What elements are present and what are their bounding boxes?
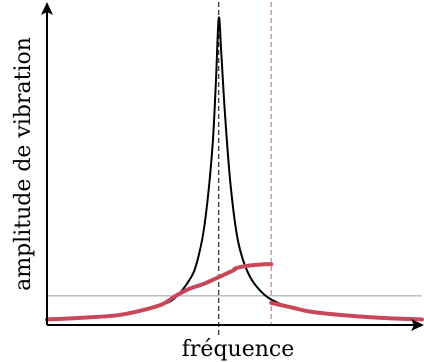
series-resonance [46,16,423,321]
series-hysteresis-lower [269,300,424,322]
y-axis-arrow [41,2,53,15]
x-axis-label: fréquence [182,337,294,362]
series-hysteresis-upper [45,262,274,322]
x-axis-arrow [411,319,424,331]
plot-area [41,2,424,338]
y-axis-label: amplitude de vibration [11,37,36,291]
